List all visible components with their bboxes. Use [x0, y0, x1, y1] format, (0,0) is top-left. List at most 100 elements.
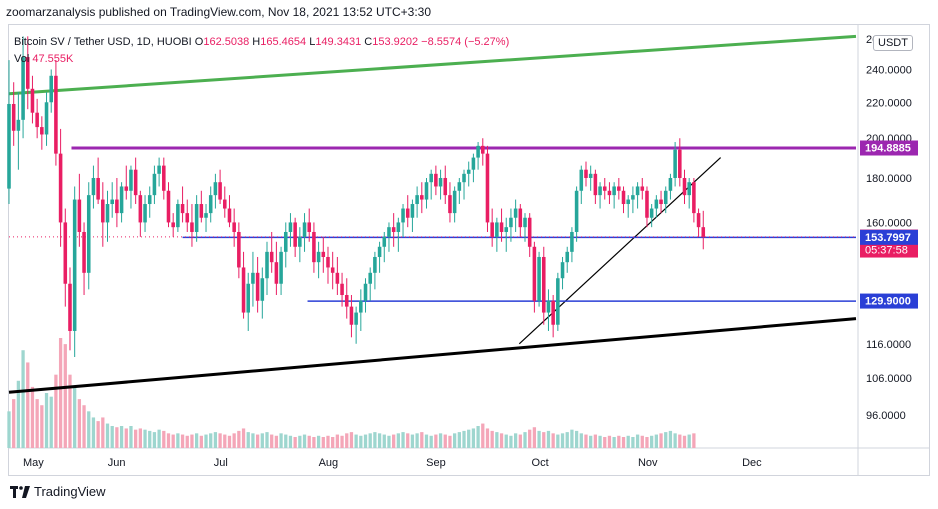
y-tick-label: 180.0000: [866, 173, 912, 185]
close-label: C: [364, 36, 373, 48]
high-label: H: [252, 36, 261, 48]
volume-bar: [7, 411, 11, 448]
candle-body: [518, 208, 523, 228]
y-tick-label: 116.0000: [866, 339, 911, 351]
volume-bar: [232, 433, 236, 448]
volume-bar: [49, 396, 53, 448]
volume-bar: [326, 435, 330, 448]
candle-body: [387, 227, 391, 237]
volume-bar: [134, 429, 138, 448]
volume-bar: [443, 434, 447, 448]
volume-bar: [209, 433, 213, 448]
volume-bar: [270, 434, 274, 448]
x-tick-label: Jul: [214, 457, 228, 469]
candle-body: [368, 272, 372, 284]
candle-body: [462, 173, 466, 183]
candle-body: [354, 312, 358, 325]
candle-body: [86, 195, 91, 273]
candle-body: [312, 231, 316, 263]
candle-body: [288, 222, 293, 232]
chart-frame[interactable]: [8, 24, 930, 476]
tradingview-logo-icon: [10, 485, 30, 498]
volume-bar: [152, 432, 157, 448]
candle-body: [701, 227, 706, 237]
volume-bar: [124, 428, 128, 448]
currency-badge[interactable]: USDT: [873, 35, 913, 51]
candle-body: [504, 227, 509, 232]
countdown-label-text: 05:37:58: [865, 245, 908, 257]
price-label-box: [860, 293, 918, 309]
candle-body: [527, 217, 532, 247]
candle-body: [621, 190, 626, 205]
candle-body: [208, 195, 213, 214]
candle-body: [7, 103, 11, 189]
volume-bar: [199, 435, 203, 448]
candle-body: [541, 256, 546, 313]
candle-body: [420, 195, 424, 200]
candle-body: [316, 251, 321, 263]
candle-body: [490, 222, 494, 237]
candle-body: [668, 177, 673, 191]
candle-body: [16, 119, 21, 131]
volume-bar: [598, 435, 602, 448]
candle-body: [152, 173, 157, 196]
volume-bar: [593, 434, 598, 448]
volume-bar: [382, 434, 386, 448]
volume-bar: [368, 433, 372, 448]
volume-bar: [138, 428, 142, 448]
candle-body: [546, 300, 551, 313]
volume-bar: [58, 338, 63, 448]
candle-body: [654, 199, 659, 209]
candle-body: [631, 195, 635, 200]
price-label-box: [860, 140, 918, 156]
candle-body: [302, 222, 307, 237]
candle-body: [438, 177, 443, 187]
y-tick-label: 106.0000: [866, 373, 912, 385]
volume-bar: [551, 433, 555, 448]
open-label: O: [194, 36, 204, 48]
candle-body: [401, 208, 405, 223]
volume-bar: [180, 434, 185, 448]
volume-bar: [340, 435, 344, 448]
volume-bar: [692, 433, 696, 448]
volume-legend: Vol 47.555K: [14, 53, 73, 65]
volume-bar: [589, 435, 593, 448]
candle-body: [373, 256, 377, 273]
volume-bar: [654, 434, 658, 448]
candle-body: [626, 199, 630, 205]
volume-bar: [471, 428, 476, 448]
candle-body: [532, 246, 537, 301]
candle-body: [612, 186, 616, 196]
volume-bar: [162, 430, 166, 448]
candle-body: [649, 208, 654, 218]
candle-body: [185, 213, 190, 223]
symbol-name[interactable]: Bitcoin SV / Tether USD, 1D, HUOBI: [14, 36, 192, 48]
volume-bar: [574, 430, 579, 448]
publish-info: zoomarzanalysis published on TradingView…: [6, 5, 432, 19]
candle-body: [410, 204, 415, 218]
volume-bar: [77, 399, 82, 448]
volume-bar: [387, 435, 391, 448]
candle-body: [129, 169, 133, 191]
low-value: 149.3431: [315, 36, 362, 48]
candle-body: [448, 195, 452, 214]
candle-body: [101, 199, 105, 223]
candle-body: [68, 283, 72, 331]
volume-bar: [401, 432, 405, 448]
volume-bar: [621, 437, 626, 448]
volume-bar: [532, 427, 537, 448]
candle-body: [687, 182, 691, 196]
volume-bar: [617, 435, 621, 448]
candle-body: [269, 251, 274, 263]
candle-body: [349, 306, 354, 325]
candle-body: [11, 103, 16, 131]
price-label-text: 129.9000: [865, 296, 911, 308]
volume-bar: [542, 432, 546, 448]
price-label-box: [860, 229, 918, 245]
candle-body: [673, 149, 677, 178]
volume-bar: [354, 434, 358, 448]
volume-bar: [434, 434, 438, 448]
candle-body: [476, 145, 480, 158]
candle-body: [326, 256, 330, 268]
